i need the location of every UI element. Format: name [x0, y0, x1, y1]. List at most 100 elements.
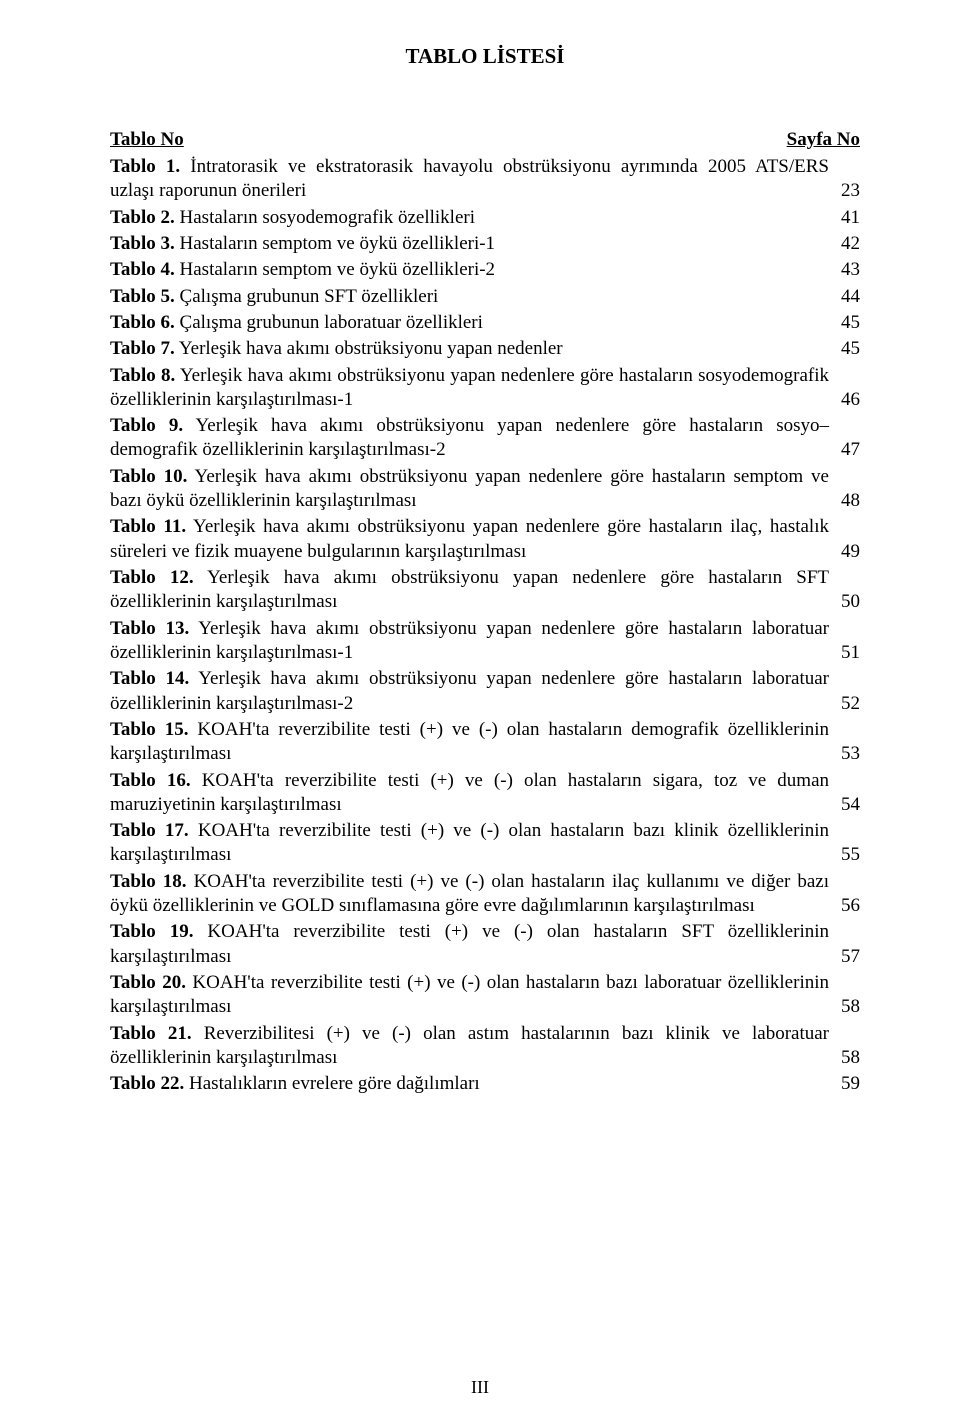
- entry-label: Tablo 22. Hastalıkların evrelere göre da…: [110, 1072, 841, 1096]
- list-item: Tablo 12. Yerleşik hava akımı obstrüksiy…: [110, 566, 860, 615]
- entry-page: 43: [841, 258, 860, 282]
- entry-label: Tablo 15. KOAH'ta reverzibilite testi (+…: [110, 718, 841, 767]
- entry-page: 55: [841, 843, 860, 867]
- entry-label: Tablo 19. KOAH'ta reverzibilite testi (+…: [110, 920, 841, 969]
- entry-page: 57: [841, 945, 860, 969]
- entry-text: Çalışma grubunun laboratuar özellikleri: [175, 312, 483, 333]
- entry-label: Tablo 16. KOAH'ta reverzibilite testi (+…: [110, 769, 841, 818]
- header-left: Tablo No: [110, 129, 184, 151]
- entry-label: Tablo 14. Yerleşik hava akımı obstrüksiy…: [110, 667, 841, 716]
- entry-label: Tablo 4. Hastaların semptom ve öykü özel…: [110, 258, 841, 282]
- list-item: Tablo 18. KOAH'ta reverzibilite testi (+…: [110, 870, 860, 919]
- list-item: Tablo 8. Yerleşik hava akımı obstrüksiyo…: [110, 364, 860, 413]
- list-item: Tablo 14. Yerleşik hava akımı obstrüksiy…: [110, 667, 860, 716]
- list-item: Tablo 5. Çalışma grubunun SFT özellikler…: [110, 285, 860, 309]
- entry-bold: Tablo 7.: [110, 338, 175, 359]
- entry-bold: Tablo 9.: [110, 415, 183, 436]
- entry-label: Tablo 8. Yerleşik hava akımı obstrüksiyo…: [110, 364, 841, 413]
- list-item: Tablo 19. KOAH'ta reverzibilite testi (+…: [110, 920, 860, 969]
- entry-bold: Tablo 4.: [110, 259, 175, 280]
- list-item: Tablo 16. KOAH'ta reverzibilite testi (+…: [110, 769, 860, 818]
- entry-bold: Tablo 8.: [110, 365, 175, 386]
- entry-page: 58: [841, 1046, 860, 1070]
- entry-bold: Tablo 5.: [110, 286, 175, 307]
- list-item: Tablo 21. Reverzibilitesi (+) ve (-) ola…: [110, 1022, 860, 1071]
- list-item: Tablo 6. Çalışma grubunun laboratuar öze…: [110, 311, 860, 335]
- page-title: TABLO LİSTESİ: [110, 44, 860, 69]
- list-item: Tablo 7. Yerleşik hava akımı obstrüksiyo…: [110, 337, 860, 361]
- list-item: Tablo 4. Hastaların semptom ve öykü özel…: [110, 258, 860, 282]
- entry-text: KOAH'ta reverzibilite testi (+) ve (-) o…: [110, 719, 829, 764]
- entry-page: 41: [841, 206, 860, 230]
- entry-page: 58: [841, 995, 860, 1019]
- entry-label: Tablo 21. Reverzibilitesi (+) ve (-) ola…: [110, 1022, 841, 1071]
- entry-bold: Tablo 16.: [110, 770, 191, 791]
- entry-bold: Tablo 15.: [110, 719, 188, 740]
- list-item: Tablo 13. Yerleşik hava akımı obstrüksiy…: [110, 617, 860, 666]
- entry-text: Yerleşik hava akımı obstrüksiyonu yapan …: [175, 338, 563, 359]
- entry-bold: Tablo 20.: [110, 972, 186, 993]
- entry-bold: Tablo 14.: [110, 668, 189, 689]
- page-number: III: [0, 1377, 960, 1398]
- entry-bold: Tablo 21.: [110, 1023, 192, 1044]
- entry-bold: Tablo 11.: [110, 516, 186, 537]
- entry-bold: Tablo 10.: [110, 466, 187, 487]
- entry-page: 53: [841, 742, 860, 766]
- entry-label: Tablo 18. KOAH'ta reverzibilite testi (+…: [110, 870, 841, 919]
- entry-text: Yerleşik hava akımı obstrüksiyonu yapan …: [110, 466, 829, 511]
- entry-page: 44: [841, 285, 860, 309]
- entry-page: 54: [841, 793, 860, 817]
- document-page: TABLO LİSTESİ Tablo No Sayfa No Tablo 1.…: [0, 0, 960, 1422]
- entry-text: KOAH'ta reverzibilite testi (+) ve (-) o…: [110, 820, 829, 865]
- entry-page: 45: [841, 337, 860, 361]
- entry-page: 48: [841, 489, 860, 513]
- list-item: Tablo 3. Hastaların semptom ve öykü özel…: [110, 232, 860, 256]
- entry-label: Tablo 5. Çalışma grubunun SFT özellikler…: [110, 285, 841, 309]
- entry-label: Tablo 10. Yerleşik hava akımı obstrüksiy…: [110, 465, 841, 514]
- entry-bold: Tablo 13.: [110, 618, 189, 639]
- entry-page: 56: [841, 894, 860, 918]
- entry-page: 52: [841, 692, 860, 716]
- entry-text: Hastaların semptom ve öykü özellikleri-2: [175, 259, 495, 280]
- list-item: Tablo 17. KOAH'ta reverzibilite testi (+…: [110, 819, 860, 868]
- list-header: Tablo No Sayfa No: [110, 129, 860, 151]
- entry-label: Tablo 3. Hastaların semptom ve öykü özel…: [110, 232, 841, 256]
- header-right: Sayfa No: [787, 129, 860, 151]
- entry-text: İntratorasik ve ekstratorasik havayolu o…: [110, 156, 829, 201]
- entry-label: Tablo 11. Yerleşik hava akımı obstrüksiy…: [110, 515, 841, 564]
- entry-page: 45: [841, 311, 860, 335]
- entry-text: Yerleşik hava akımı obstrüksiyonu yapan …: [110, 618, 829, 663]
- entry-label: Tablo 13. Yerleşik hava akımı obstrüksiy…: [110, 617, 841, 666]
- entry-label: Tablo 7. Yerleşik hava akımı obstrüksiyo…: [110, 337, 841, 361]
- entry-text: Hastaların semptom ve öykü özellikleri-1: [175, 233, 495, 254]
- entry-label: Tablo 12. Yerleşik hava akımı obstrüksiy…: [110, 566, 841, 615]
- entry-bold: Tablo 12.: [110, 567, 194, 588]
- table-of-tables: Tablo 1. İntratorasik ve ekstratorasik h…: [110, 155, 860, 1097]
- list-item: Tablo 11. Yerleşik hava akımı obstrüksiy…: [110, 515, 860, 564]
- entry-text: Hastaların sosyodemografik özellikleri: [175, 207, 475, 228]
- entry-text: KOAH'ta reverzibilite testi (+) ve (-) o…: [110, 972, 829, 1017]
- entry-label: Tablo 1. İntratorasik ve ekstratorasik h…: [110, 155, 841, 204]
- entry-page: 50: [841, 590, 860, 614]
- list-item: Tablo 20. KOAH'ta reverzibilite testi (+…: [110, 971, 860, 1020]
- entry-text: Yerleşik hava akımı obstrüksiyonu yapan …: [110, 668, 829, 713]
- entry-label: Tablo 9. Yerleşik hava akımı obstrüksiyo…: [110, 414, 841, 463]
- entry-text: Yerleşik hava akımı obstrüksiyonu yapan …: [110, 365, 829, 410]
- entry-page: 47: [841, 438, 860, 462]
- entry-text: Hastalıkların evrelere göre dağılımları: [184, 1073, 479, 1094]
- entry-page: 23: [841, 179, 860, 203]
- list-item: Tablo 2. Hastaların sosyodemografik özel…: [110, 206, 860, 230]
- entry-bold: Tablo 2.: [110, 207, 175, 228]
- list-item: Tablo 22. Hastalıkların evrelere göre da…: [110, 1072, 860, 1096]
- entry-page: 42: [841, 232, 860, 256]
- entry-label: Tablo 2. Hastaların sosyodemografik özel…: [110, 206, 841, 230]
- entry-text: KOAH'ta reverzibilite testi (+) ve (-) o…: [110, 921, 829, 966]
- entry-bold: Tablo 19.: [110, 921, 193, 942]
- entry-bold: Tablo 3.: [110, 233, 175, 254]
- entry-bold: Tablo 1.: [110, 156, 180, 177]
- entry-text: Çalışma grubunun SFT özellikleri: [175, 286, 439, 307]
- entry-page: 51: [841, 641, 860, 665]
- entry-page: 59: [841, 1072, 860, 1096]
- entry-page: 49: [841, 540, 860, 564]
- entry-text: Yerleşik hava akımı obstrüksiyonu yapan …: [110, 516, 829, 561]
